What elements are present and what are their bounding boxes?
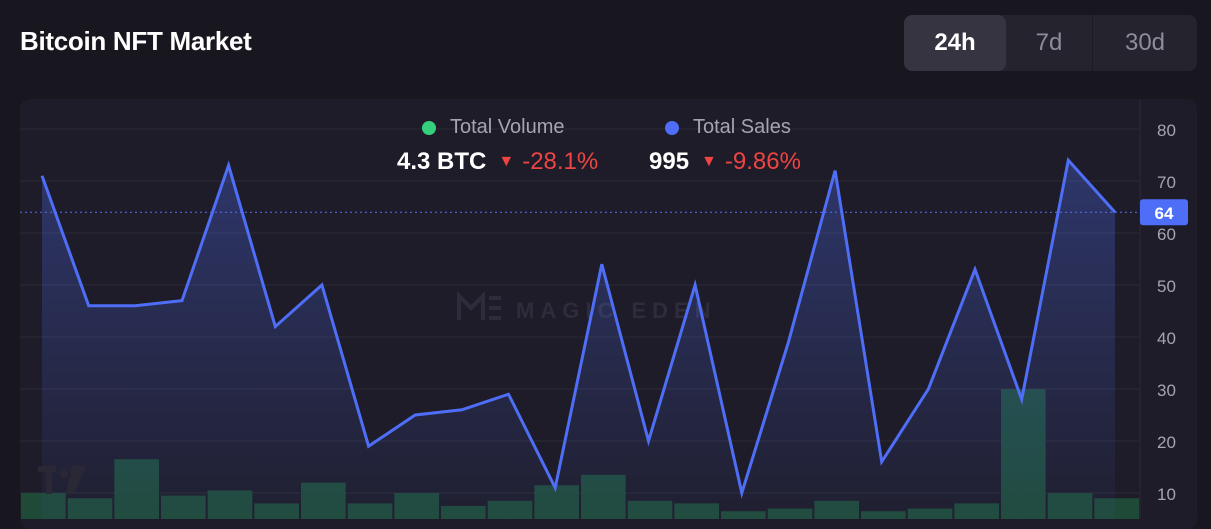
total-sales-value: 995 — [649, 148, 690, 175]
time-range-selector: 24h 7d 30d — [904, 15, 1197, 71]
magic-eden-logo-icon — [457, 291, 501, 320]
down-triangle-icon: ▼ — [498, 153, 515, 170]
total-sales-stat: 995 ▼ -9.86% — [649, 148, 801, 176]
legend-total-sales: Total Sales — [665, 116, 791, 139]
y-tick-label: 30 — [1157, 381, 1176, 400]
page-title: Bitcoin NFT Market — [20, 26, 252, 56]
total-volume-change: -28.1% — [522, 148, 599, 175]
legend-label: Total Volume — [450, 116, 565, 138]
y-tick-label: 70 — [1157, 173, 1176, 192]
current-value-badge — [1140, 199, 1188, 226]
sales-area-fill — [42, 160, 1115, 519]
total-volume-stat: 4.3 BTC ▼ -28.1% — [397, 148, 598, 176]
y-tick-label: 50 — [1157, 277, 1176, 296]
range-30d-button[interactable]: 30d — [1124, 29, 1166, 56]
y-tick-label: 10 — [1157, 485, 1176, 504]
y-tick-label: 40 — [1157, 329, 1176, 348]
blue-dot-icon — [665, 120, 679, 135]
green-dot-icon — [422, 120, 436, 135]
total-volume-value: 4.3 BTC — [397, 148, 487, 175]
current-value-label: 64 — [1155, 204, 1174, 223]
magic-eden-watermark: MAGIC EDEN — [457, 291, 711, 323]
y-tick-label: 60 — [1157, 225, 1176, 244]
range-24h-button[interactable]: 24h — [904, 15, 1006, 71]
down-triangle-icon: ▼ — [701, 153, 717, 170]
range-7d-button[interactable]: 7d — [1006, 15, 1093, 71]
legend-total-volume: Total Volume — [422, 116, 565, 139]
legend-label: Total Sales — [693, 116, 791, 138]
total-sales-change: -9.86% — [724, 148, 801, 175]
y-tick-label: 80 — [1157, 121, 1176, 140]
sales-line — [40, 156, 1117, 499]
y-tick-label: 20 — [1157, 433, 1176, 452]
tradingview-logo-icon — [38, 466, 86, 494]
